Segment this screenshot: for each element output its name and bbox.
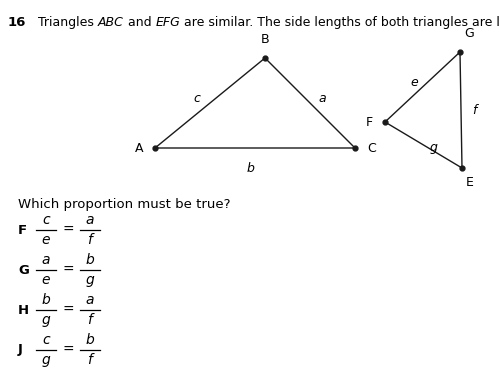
Text: f: f [88, 313, 92, 327]
Text: g: g [86, 273, 94, 287]
Text: g: g [42, 353, 50, 367]
Text: 16: 16 [8, 16, 26, 29]
Text: J: J [18, 344, 23, 357]
Text: G: G [464, 27, 474, 40]
Text: ABC: ABC [98, 16, 124, 29]
Text: g: g [430, 141, 438, 154]
Text: B: B [260, 33, 270, 46]
Text: b: b [86, 253, 94, 267]
Text: and: and [124, 16, 156, 29]
Text: F: F [366, 116, 373, 129]
Text: a: a [42, 253, 50, 267]
Text: a: a [318, 92, 326, 105]
Text: f: f [88, 353, 92, 367]
Text: =: = [62, 343, 74, 357]
Text: e: e [410, 75, 418, 88]
Text: c: c [42, 333, 50, 347]
Text: g: g [42, 313, 50, 327]
Text: EFG: EFG [156, 16, 180, 29]
Text: b: b [246, 162, 254, 175]
Text: =: = [62, 263, 74, 277]
Text: F: F [18, 224, 27, 236]
Text: E: E [466, 176, 474, 189]
Text: c: c [42, 213, 50, 227]
Text: A: A [134, 141, 143, 154]
Text: =: = [62, 223, 74, 237]
Text: H: H [18, 303, 29, 316]
Text: =: = [62, 303, 74, 317]
Text: c: c [193, 92, 200, 105]
Text: are similar. The side lengths of both triangles are labeled.: are similar. The side lengths of both tr… [180, 16, 500, 29]
Text: f: f [88, 233, 92, 247]
Text: f: f [472, 103, 476, 116]
Text: a: a [86, 293, 94, 307]
Text: b: b [42, 293, 50, 307]
Text: b: b [86, 333, 94, 347]
Text: Triangles: Triangles [38, 16, 98, 29]
Text: Which proportion must be true?: Which proportion must be true? [18, 198, 231, 211]
Text: C: C [367, 141, 376, 154]
Text: e: e [42, 233, 50, 247]
Text: a: a [86, 213, 94, 227]
Text: G: G [18, 264, 29, 277]
Text: e: e [42, 273, 50, 287]
